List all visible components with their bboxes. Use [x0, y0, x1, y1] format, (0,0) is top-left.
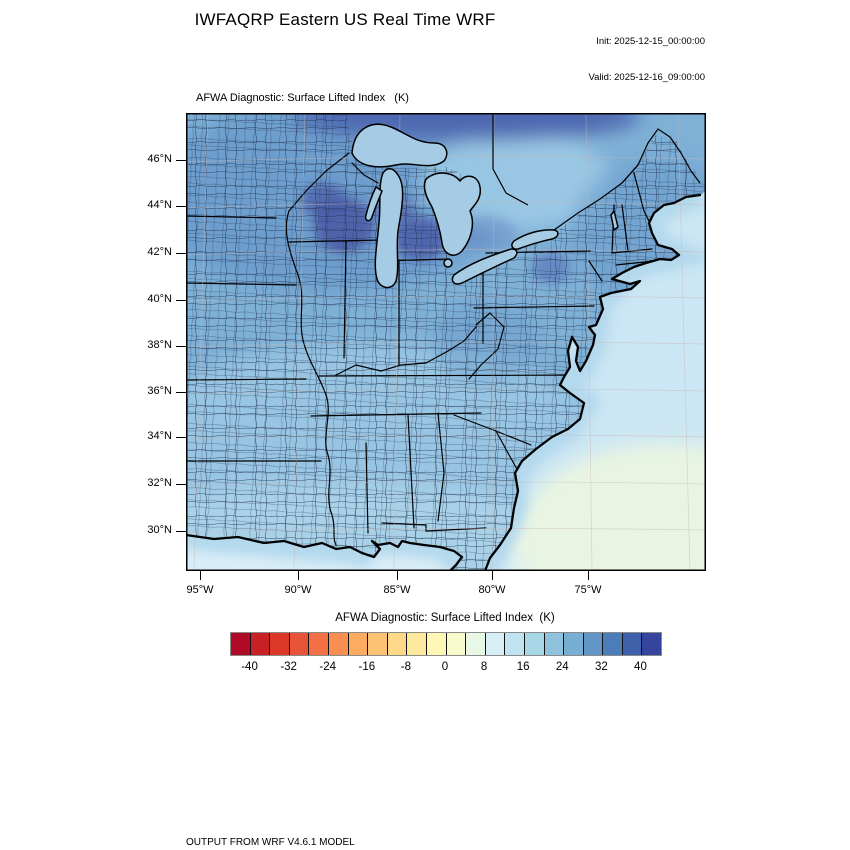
lon-tick [587, 571, 589, 580]
colorbar-tick-label: -16 [358, 661, 376, 673]
colorbar-tick-label: 8 [480, 661, 488, 673]
model-info-line1: OUTPUT FROM WRF V4.6.1 MODEL [186, 837, 355, 848]
colorbar-cell [564, 633, 584, 655]
colorbar-cell [407, 633, 427, 655]
lat-tick [176, 159, 186, 161]
lon-tick [297, 571, 299, 580]
colorbar-tick-label: 0 [441, 661, 449, 673]
lat-tick-label: 34°N [147, 430, 172, 442]
lon-tick-label: 75°W [574, 584, 602, 596]
colorbar-title: AFWA Diagnostic: Surface Lifted Index (K… [335, 612, 555, 624]
lat-tick-label: 36°N [147, 385, 172, 397]
lat-tick-label: 38°N [147, 339, 172, 351]
colorbar-cell [583, 633, 604, 655]
great-lakes [351, 123, 619, 289]
colorbar [230, 632, 662, 656]
page-title: IWFAQRP Eastern US Real Time WRF [194, 10, 496, 29]
colorbar-cell [485, 633, 506, 655]
init-time: Init: 2025-12-15_00:00:00 [596, 36, 705, 47]
colorbar-cell [642, 633, 662, 655]
lon-tick-label: 90°W [284, 584, 312, 596]
lat-tick [176, 252, 186, 254]
map-svg [186, 113, 706, 571]
lon-tick [396, 571, 398, 580]
colorbar-cell [622, 633, 643, 655]
lat-tick [176, 530, 186, 532]
coastline [186, 193, 702, 571]
colorbar-tick-label: 40 [634, 661, 647, 673]
model-info: OUTPUT FROM WRF V4.6.1 MODEL WE = 310 ; … [186, 810, 579, 850]
colorbar-tick-label: -24 [319, 661, 337, 673]
colorbar-tick-label: 24 [555, 661, 569, 673]
colorbar-cell [270, 633, 290, 655]
lat-tick [176, 205, 186, 207]
lon-tick-label: 95°W [186, 584, 214, 596]
lat-tick-label: 42°N [147, 246, 172, 258]
lon-tick [491, 571, 493, 580]
lat-tick-label: 46°N [147, 153, 172, 165]
colorbar-cell [309, 633, 329, 655]
lat-tick [176, 299, 186, 301]
colorbar-cell [544, 633, 565, 655]
map-canvas [186, 113, 706, 571]
colorbar-cell [603, 633, 623, 655]
lat-tick [176, 345, 186, 347]
colorbar-cell [348, 633, 369, 655]
lat-tick [176, 483, 186, 485]
lat-tick-label: 30°N [147, 524, 172, 536]
lon-tick-label: 85°W [383, 584, 411, 596]
lat-tick-label: 44°N [147, 199, 172, 211]
graticule [186, 113, 706, 571]
colorbar-tick-label: 32 [594, 661, 608, 673]
colorbar-cell [250, 633, 271, 655]
colorbar-cell [328, 633, 349, 655]
run-times: Init: 2025-12-15_00:00:00 Valid: 2025-12… [495, 12, 705, 108]
colorbar-cell [524, 633, 545, 655]
colorbar-tick-label: 16 [516, 661, 530, 673]
lon-tick-label: 80°W [478, 584, 506, 596]
colorbar-cell [289, 633, 310, 655]
lat-tick-label: 40°N [147, 293, 172, 305]
lat-tick-label: 32°N [147, 477, 172, 489]
colorbar-cell [387, 633, 408, 655]
colorbar-cell [426, 633, 447, 655]
valid-time: Valid: 2025-12-16_09:00:00 [588, 72, 705, 83]
map-title: AFWA Diagnostic: Surface Lifted Index (K… [196, 92, 409, 104]
colorbar-cell [231, 633, 251, 655]
lon-tick [199, 571, 201, 580]
lat-tick [176, 436, 186, 438]
canada-borders [492, 113, 701, 231]
colorbar-cell [505, 633, 525, 655]
colorbar-tick-label: -8 [400, 661, 412, 673]
colorbar-tick-label: -32 [280, 661, 297, 673]
colorbar-cell [368, 633, 388, 655]
lat-tick [176, 391, 186, 393]
map-frame [186, 113, 706, 571]
colorbar-cell [446, 633, 467, 655]
colorbar-cell [466, 633, 486, 655]
colorbar-tick-label: -40 [241, 661, 258, 673]
